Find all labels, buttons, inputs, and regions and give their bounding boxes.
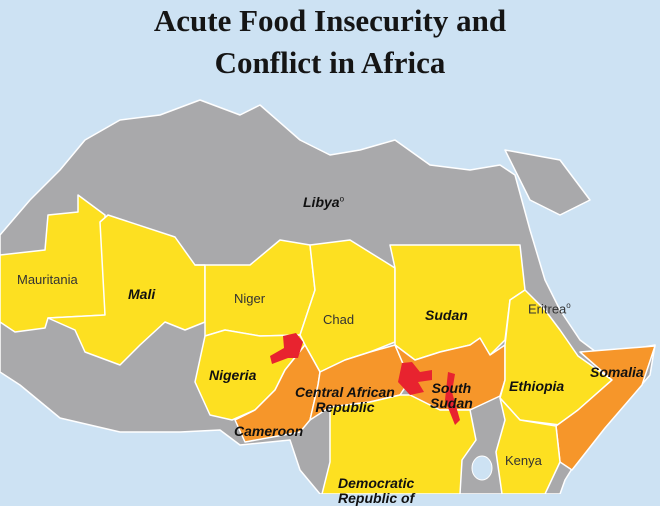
- region-mali: [47, 214, 206, 366]
- label-ethiopia: Ethiopia: [509, 378, 565, 394]
- label-eritrea: Eritreao: [528, 301, 571, 317]
- africa-map: [0, 99, 656, 494]
- label-libya: Libyao: [303, 194, 345, 210]
- lake-victoria: [471, 455, 493, 481]
- middle-east: [504, 149, 591, 216]
- label-drc: Democratic Republic of: [338, 475, 415, 506]
- label-mali: Mali: [128, 286, 156, 302]
- label-car: Central African Republic: [295, 384, 395, 415]
- map-title-line2: Conflict in Africa: [214, 45, 446, 80]
- region-somalia: [555, 345, 656, 471]
- map-title-line1: Acute Food Insecurity and: [153, 3, 507, 38]
- label-mauritania: Mauritania: [17, 272, 78, 287]
- label-south-sudan: South Sudan: [430, 380, 473, 411]
- label-chad: Chad: [323, 312, 355, 327]
- label-sudan: Sudan: [425, 307, 468, 323]
- label-somalia: Somalia: [590, 364, 644, 380]
- region-drc: [321, 394, 477, 494]
- severe-area-nigeria: [270, 333, 303, 364]
- label-kenya: Kenya: [505, 453, 542, 468]
- label-nigeria: Nigeria: [209, 367, 257, 383]
- label-niger: Niger: [234, 291, 266, 306]
- label-cameroon: Cameroon: [234, 423, 304, 439]
- severe-area-south-sudan: [398, 362, 460, 425]
- region-kenya: [495, 397, 561, 494]
